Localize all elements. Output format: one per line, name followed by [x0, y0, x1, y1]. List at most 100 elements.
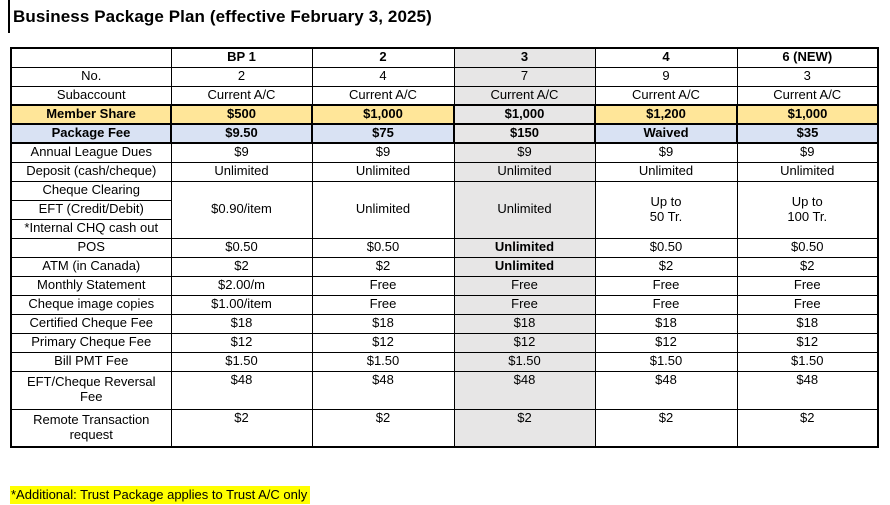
table-cell: Unlimited — [170, 161, 313, 182]
table-cell: $0.50 — [170, 237, 313, 258]
table-cell: Free — [311, 294, 455, 315]
table-row-eft-cheque-reversal-fee: EFT/Cheque Reversal Fee $48 $48 $48 $48 … — [10, 370, 879, 410]
title-block: Business Package Plan (effective Februar… — [8, 0, 432, 33]
table-cell: Free — [453, 294, 596, 315]
table-cell: $18 — [736, 313, 879, 334]
table-row-deposit: Deposit (cash/cheque) Unlimited Unlimite… — [10, 161, 879, 182]
row-label: No. — [10, 66, 172, 87]
table-cell: $48 — [594, 370, 738, 410]
table-cell: $9.50 — [170, 123, 313, 144]
table-cell: $12 — [453, 332, 596, 353]
table-row-atm: ATM (in Canada) $2 $2 Unlimited $2 $2 — [10, 256, 879, 277]
table-cell: $48 — [453, 370, 596, 410]
table-cell: $12 — [311, 332, 455, 353]
table-cell: $2 — [170, 408, 313, 448]
column-header-blank — [10, 47, 172, 68]
row-label: Deposit (cash/cheque) — [10, 161, 172, 182]
table-cell: $2 — [736, 408, 879, 448]
table-cell: $35 — [736, 123, 879, 144]
table-cell: Free — [736, 275, 879, 296]
table-cell: 9 — [594, 66, 738, 87]
table-cell: $1.50 — [311, 351, 455, 372]
pricing-table: BP 1 2 3 4 6 (NEW) No. 2 4 7 9 3 Subacco… — [10, 47, 879, 448]
column-header-bp1: BP 1 — [170, 47, 313, 68]
table-row-bill-pmt-fee: Bill PMT Fee $1.50 $1.50 $1.50 $1.50 $1.… — [10, 351, 879, 372]
table-cell: Free — [453, 275, 596, 296]
row-label: Annual League Dues — [10, 142, 172, 163]
table-cell: Unlimited — [594, 161, 738, 182]
table-cell: $2 — [594, 408, 738, 448]
table-cell-merged: Unlimited — [311, 180, 455, 239]
row-label: POS — [10, 237, 172, 258]
table-row-monthly-statement: Monthly Statement $2.00/m Free Free Free… — [10, 275, 879, 296]
table-cell: $2.00/m — [170, 275, 313, 296]
table-cell: $12 — [594, 332, 738, 353]
table-cell: $48 — [736, 370, 879, 410]
table-cell: $2 — [311, 256, 455, 277]
table-cell: $1,000 — [453, 104, 596, 125]
column-header-6-new: 6 (NEW) — [736, 47, 879, 68]
table-cell: $0.50 — [736, 237, 879, 258]
table-cell: Free — [594, 275, 738, 296]
table-cell: $18 — [594, 313, 738, 334]
table-cell: $1.00/item — [170, 294, 313, 315]
table-row-no: No. 2 4 7 9 3 — [10, 66, 879, 87]
table-header-row: BP 1 2 3 4 6 (NEW) — [10, 47, 879, 68]
table-cell: Unlimited — [311, 161, 455, 182]
table-cell: $1,200 — [594, 104, 738, 125]
table-cell: 4 — [311, 66, 455, 87]
table-cell: 7 — [453, 66, 596, 87]
table-row-primary-cheque-fee: Primary Cheque Fee $12 $12 $12 $12 $12 — [10, 332, 879, 353]
row-label: EFT (Credit/Debit) — [10, 199, 172, 220]
row-label: Monthly Statement — [10, 275, 172, 296]
table-cell-merged: Unlimited — [453, 180, 596, 239]
table-cell: $9 — [170, 142, 313, 163]
table-cell: 2 — [170, 66, 313, 87]
table-cell: $48 — [170, 370, 313, 410]
row-label: Cheque Clearing — [10, 180, 172, 201]
column-header-3: 3 — [453, 47, 596, 68]
table-cell: $9 — [311, 142, 455, 163]
table-cell: $150 — [453, 123, 596, 144]
table-cell: Unlimited — [453, 256, 596, 277]
table-cell: $1,000 — [311, 104, 455, 125]
table-row-annual-league-dues: Annual League Dues $9 $9 $9 $9 $9 — [10, 142, 879, 163]
table-row-pos: POS $0.50 $0.50 Unlimited $0.50 $0.50 — [10, 237, 879, 258]
table-row-member-share: Member Share $500 $1,000 $1,000 $1,200 $… — [10, 104, 879, 125]
table-cell-merged: Up to 50 Tr. — [594, 180, 738, 239]
table-cell: Current A/C — [736, 85, 879, 106]
table-row-certified-cheque-fee: Certified Cheque Fee $18 $18 $18 $18 $18 — [10, 313, 879, 334]
footnote-highlight: *Additional: Trust Package applies to Tr… — [10, 486, 311, 504]
table-row-cheque-clearing: Cheque Clearing $0.90/item Unlimited Unl… — [10, 180, 879, 239]
table-cell: $9 — [594, 142, 738, 163]
column-header-4: 4 — [594, 47, 738, 68]
table-cell: Waived — [594, 123, 738, 144]
table-cell: Unlimited — [736, 161, 879, 182]
table-row-remote-transaction-request: Remote Transaction request $2 $2 $2 $2 $… — [10, 408, 879, 448]
row-label: EFT/Cheque Reversal Fee — [10, 370, 172, 410]
table-cell: Unlimited — [453, 237, 596, 258]
table-cell: $1.50 — [453, 351, 596, 372]
table-cell: $18 — [453, 313, 596, 334]
table-cell: Free — [736, 294, 879, 315]
table-cell-merged: Up to 100 Tr. — [736, 180, 879, 239]
page-title: Business Package Plan (effective Februar… — [13, 6, 432, 26]
table-cell-merged: $0.90/item — [170, 180, 313, 239]
row-label: Member Share — [10, 104, 172, 125]
table-cell: $9 — [736, 142, 879, 163]
table-cell: $1,000 — [736, 104, 879, 125]
row-label: Package Fee — [10, 123, 172, 144]
table-cell: Current A/C — [594, 85, 738, 106]
table-cell: $2 — [594, 256, 738, 277]
table-cell: Current A/C — [453, 85, 596, 106]
table-cell: $2 — [170, 256, 313, 277]
table-cell: $500 — [170, 104, 313, 125]
row-label: Subaccount — [10, 85, 172, 106]
table-row-package-fee: Package Fee $9.50 $75 $150 Waived $35 — [10, 123, 879, 144]
table-row-cheque-image-copies: Cheque image copies $1.00/item Free Free… — [10, 294, 879, 315]
table-cell: $12 — [170, 332, 313, 353]
table-cell: $75 — [311, 123, 455, 144]
table-cell: 3 — [736, 66, 879, 87]
table-cell: $1.50 — [594, 351, 738, 372]
table-cell: $2 — [453, 408, 596, 448]
